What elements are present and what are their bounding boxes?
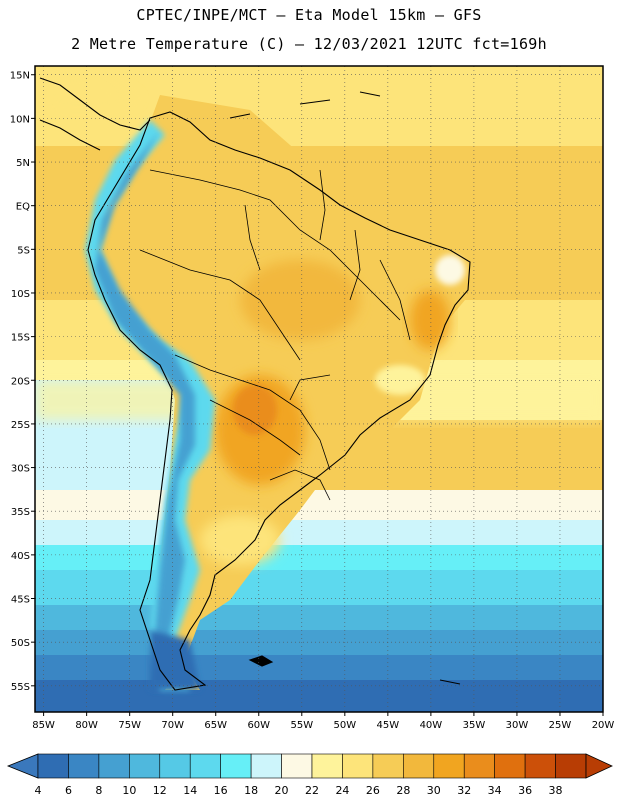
longitude-label: 85W xyxy=(32,720,55,731)
latitude-label: 5N xyxy=(16,158,30,169)
colorbar-label: 12 xyxy=(153,784,167,797)
colorbar-segment xyxy=(311,753,343,779)
colorbar-segment xyxy=(250,753,282,779)
colorbar-segment xyxy=(129,753,161,779)
longitude-label: 80W xyxy=(75,720,98,731)
colorbar xyxy=(6,753,613,779)
longitude-label: 50W xyxy=(334,720,357,731)
latitude-label: 35S xyxy=(11,507,30,518)
latitude-label: 10N xyxy=(10,114,30,125)
colorbar-segment xyxy=(372,753,404,779)
colorbar-segment xyxy=(220,753,252,779)
latitude-label: 45S xyxy=(11,595,30,606)
longitude-label: 60W xyxy=(247,720,270,731)
longitude-label: 45W xyxy=(377,720,400,731)
colorbar-label: 14 xyxy=(183,784,197,797)
colorbar-low-arrow xyxy=(6,753,39,779)
latitude-label: 20S xyxy=(11,376,30,387)
colorbar-label: 16 xyxy=(214,784,228,797)
colorbar-segment xyxy=(433,753,465,779)
latitude-label: 15S xyxy=(11,333,30,344)
colorbar-label: 20 xyxy=(275,784,289,797)
latitude-label: 30S xyxy=(11,464,30,475)
latitude-label: 5S xyxy=(17,245,30,256)
colorbar-label: 24 xyxy=(335,784,349,797)
colorbar-segment xyxy=(37,753,69,779)
latitude-labels: 15N 10N 5N EQ 5S 10S 15S 20S 25S 30S 35S 40S 45S 50S 5… xyxy=(10,71,35,693)
temperature-field xyxy=(35,66,603,712)
colorbar-label: 32 xyxy=(457,784,471,797)
colorbar-label: 10 xyxy=(122,784,136,797)
colorbar-label: 34 xyxy=(488,784,502,797)
longitude-label: 25W xyxy=(549,720,572,731)
colorbar-segment xyxy=(342,753,374,779)
longitude-label: 75W xyxy=(118,720,141,731)
colorbar-label: 22 xyxy=(305,784,319,797)
grid-lines xyxy=(35,66,603,712)
latitude-label: 10S xyxy=(11,289,30,300)
colorbar-segment xyxy=(494,753,526,779)
colorbar-label: 26 xyxy=(366,784,380,797)
latitude-label: 40S xyxy=(11,551,30,562)
colorbar-high-arrow xyxy=(585,753,613,779)
latitude-label: EQ xyxy=(16,202,30,213)
latitude-label: 50S xyxy=(11,638,30,649)
colorbar-labels: 4 6 8 10 12 14 16 18 20 22 24 26 28 30 32 34 36 38 xyxy=(35,784,563,797)
colorbar-label: 8 xyxy=(95,784,102,797)
longitude-label: 20W xyxy=(592,720,615,731)
chart-title-line-2: 2 Metre Temperature (C) – 12/03/2021 12U… xyxy=(71,35,547,53)
colorbar-segment xyxy=(68,753,100,779)
colorbar-label: 6 xyxy=(65,784,72,797)
south-america-coastline xyxy=(87,111,471,691)
colorbar-segment xyxy=(463,753,495,779)
colorbar-label: 28 xyxy=(396,784,410,797)
latitude-label: 15N xyxy=(10,71,30,82)
colorbar-segment xyxy=(159,753,191,779)
colorbar-segment xyxy=(189,753,221,779)
colorbar-segment xyxy=(524,753,556,779)
colorbar-label: 38 xyxy=(549,784,563,797)
longitude-label: 65W xyxy=(204,720,227,731)
longitude-label: 35W xyxy=(463,720,486,731)
coastlines xyxy=(39,77,471,691)
chart-title-line-1: CPTEC/INPE/MCT – Eta Model 15km – GFS xyxy=(136,6,482,24)
longitude-label: 40W xyxy=(420,720,443,731)
latitude-label: 25S xyxy=(11,420,30,431)
country-borders xyxy=(139,169,411,501)
colorbar-segment xyxy=(281,753,313,779)
colorbar-label: 4 xyxy=(35,784,42,797)
colorbar-segment xyxy=(98,753,130,779)
longitude-label: 30W xyxy=(506,720,529,731)
longitude-label: 70W xyxy=(161,720,184,731)
falkland-islands xyxy=(248,655,274,667)
map-frame xyxy=(34,65,604,713)
colorbar-label: 36 xyxy=(518,784,532,797)
colorbar-segment xyxy=(555,753,587,779)
longitude-labels: 85W 80W 75W 70W 65W 60W 55W 50W 45W 40W 35W 30W 25W 2… xyxy=(32,712,614,731)
colorbar-label: 30 xyxy=(427,784,441,797)
colorbar-label: 18 xyxy=(244,784,258,797)
longitude-label: 55W xyxy=(290,720,313,731)
latitude-label: 55S xyxy=(11,682,30,693)
colorbar-segment xyxy=(403,753,435,779)
central-america-coastline xyxy=(39,77,151,151)
